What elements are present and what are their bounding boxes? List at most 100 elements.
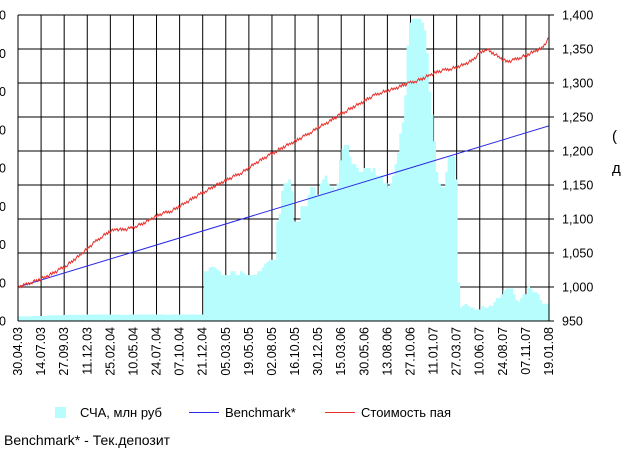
legend-label-nav: СЧА, млн руб xyxy=(80,405,163,420)
nav-bar xyxy=(73,314,77,321)
nav-bar xyxy=(25,316,29,321)
nav-bar xyxy=(520,298,523,321)
nav-bar xyxy=(404,95,407,321)
nav-bar xyxy=(539,299,543,321)
nav-bar xyxy=(49,315,53,321)
x-tick-label: 10.05.04 xyxy=(126,327,140,376)
nav-bar xyxy=(131,314,135,321)
nav-bar xyxy=(249,275,253,321)
nav-bar xyxy=(39,316,43,321)
nav-bar xyxy=(510,288,514,321)
nav-bar xyxy=(155,314,159,321)
left-tick-label: 0 xyxy=(0,123,6,137)
nav-bar xyxy=(358,171,362,321)
nav-bar xyxy=(297,221,301,321)
nav-bar xyxy=(312,187,316,321)
nav-bar xyxy=(433,141,436,321)
nav-bar xyxy=(517,301,521,321)
footnote: Benchmark* - Тек.депозит xyxy=(4,432,171,448)
x-tick-label: 30.04.03 xyxy=(11,327,25,376)
nav-bar xyxy=(121,314,125,321)
nav-bar xyxy=(382,183,386,321)
nav-bar xyxy=(261,267,265,321)
nav-bar xyxy=(278,213,282,321)
x-tick-label: 19.01.08 xyxy=(542,327,556,376)
legend-label-unit-price: Стоимость пая xyxy=(361,405,452,420)
nav-bar xyxy=(317,194,321,321)
x-tick-label: 30.05.06 xyxy=(357,327,371,376)
nav-bar xyxy=(138,314,142,321)
nav-bar xyxy=(346,145,350,321)
nav-bar xyxy=(416,18,420,321)
nav-bar xyxy=(266,261,270,321)
nav-bar xyxy=(145,314,149,321)
nav-bar xyxy=(339,160,342,321)
nav-bar xyxy=(457,282,461,321)
nav-bar xyxy=(227,275,231,321)
nav-bar xyxy=(160,314,164,321)
right-tick-label: 1,300 xyxy=(562,77,593,91)
nav-bar xyxy=(269,259,272,321)
nav-bar xyxy=(440,187,444,321)
nav-bar xyxy=(95,314,99,321)
benchmark-line xyxy=(17,125,550,288)
nav-bar xyxy=(174,314,178,321)
nav-bar xyxy=(466,305,470,321)
nav-bar xyxy=(46,315,50,321)
nav-bar xyxy=(34,316,38,321)
nav-bar xyxy=(293,221,296,321)
nav-bar xyxy=(211,266,214,321)
nav-bar xyxy=(179,314,183,321)
nav-bar xyxy=(295,221,299,321)
nav-bar xyxy=(208,267,212,321)
x-tick-label: 10.06.07 xyxy=(473,327,487,376)
nav-bar xyxy=(307,194,311,321)
x-tick-label: 27.10.06 xyxy=(403,327,417,376)
x-tick-label: 24.08.07 xyxy=(496,327,510,376)
nav-bar xyxy=(343,145,347,321)
nav-bar xyxy=(437,183,441,321)
right-tick-label: 1,350 xyxy=(562,43,593,57)
nav-bar xyxy=(399,133,403,321)
nav-bar xyxy=(162,314,166,321)
nav-bar xyxy=(452,156,456,321)
nav-bar xyxy=(30,316,33,321)
nav-bar xyxy=(27,316,31,321)
nav-bars xyxy=(18,18,550,322)
unit-price-line xyxy=(17,37,550,289)
nav-bar xyxy=(532,292,535,321)
nav-bar xyxy=(136,314,140,321)
chart-axes xyxy=(17,14,554,322)
nav-bar xyxy=(447,156,451,321)
nav-bar xyxy=(223,275,226,321)
nav-bar xyxy=(218,271,222,321)
nav-bar xyxy=(377,175,381,321)
nav-bar xyxy=(476,309,480,321)
cut-label-2: д xyxy=(612,160,621,177)
nav-bar xyxy=(360,171,364,321)
nav-bar xyxy=(172,314,176,321)
nav-bar xyxy=(336,183,340,321)
nav-bar xyxy=(524,294,528,321)
nav-bar xyxy=(380,175,383,321)
nav-bar xyxy=(75,314,79,321)
legend-swatch-benchmark xyxy=(189,412,219,413)
nav-bar xyxy=(237,275,241,321)
nav-bar xyxy=(310,187,313,321)
nav-bar xyxy=(341,148,345,321)
legend-item-nav: СЧА, млн руб xyxy=(55,405,162,420)
nav-bar xyxy=(232,271,236,321)
nav-bar xyxy=(165,314,169,321)
nav-bar xyxy=(78,314,82,321)
x-tick-label: 19.05.05 xyxy=(242,327,256,376)
x-tick-label: 30.12.05 xyxy=(311,327,325,376)
nav-bar xyxy=(442,187,446,321)
left-tick-label: 0 xyxy=(0,200,6,214)
nav-bar xyxy=(191,314,195,321)
nav-bar xyxy=(83,314,86,321)
nav-bar xyxy=(353,164,357,321)
cut-label-1: ( xyxy=(612,128,617,145)
nav-bar xyxy=(283,183,287,321)
nav-bar xyxy=(129,314,132,321)
legend-item-unit-price: Стоимость пая xyxy=(325,405,451,420)
